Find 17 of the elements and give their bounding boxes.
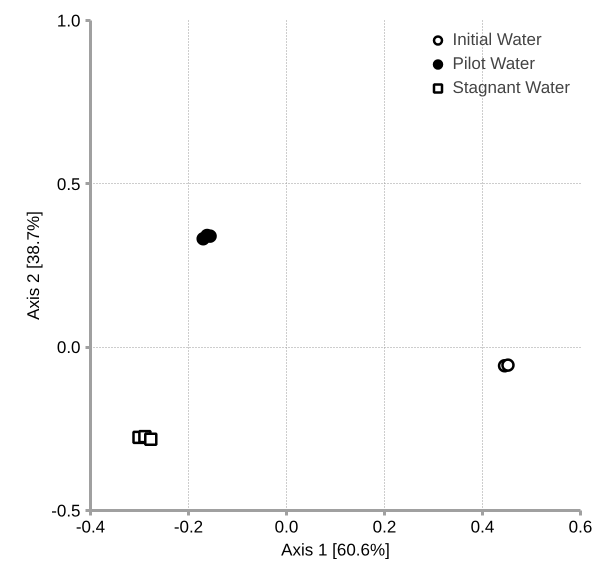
x-tick-label: 0.0 xyxy=(274,518,298,536)
point xyxy=(144,432,158,446)
legend-label: Initial Water xyxy=(452,30,542,50)
x-tick-label: 0.2 xyxy=(372,518,396,536)
y-axis-title: Axis 2 [38.7%] xyxy=(24,211,44,320)
y-tick-label: 0.5 xyxy=(56,174,81,194)
x-tick-label: -0.4 xyxy=(76,518,106,536)
y-tick-label: 1.0 xyxy=(56,12,81,30)
x-tick-label: -0.2 xyxy=(174,518,204,536)
x-axis-title: Axis 1 [60.6%] xyxy=(281,540,390,560)
legend-label: Pilot Water xyxy=(452,54,536,74)
y-tick-label: -0.5 xyxy=(51,502,81,520)
legend-label: Stagnant Water xyxy=(452,78,570,98)
x-tick-label: 0.6 xyxy=(568,518,592,536)
point xyxy=(501,358,515,372)
y-tick-label: 0.0 xyxy=(56,338,81,358)
x-tick-label: 0.4 xyxy=(470,518,494,536)
